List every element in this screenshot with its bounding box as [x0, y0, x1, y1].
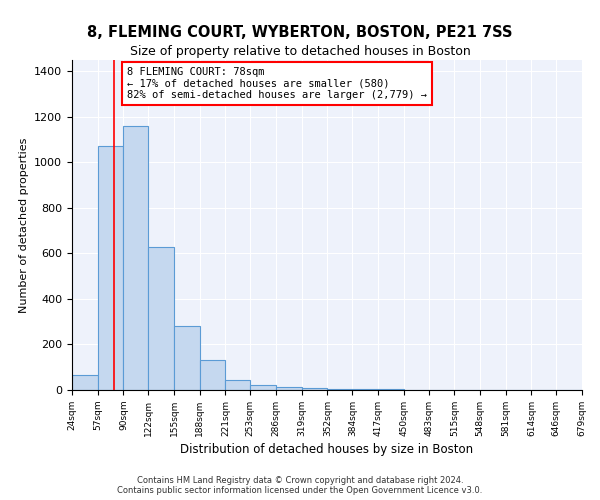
Bar: [72, 375, 98, 390]
Text: 8, FLEMING COURT, WYBERTON, BOSTON, PE21 7SS: 8, FLEMING COURT, WYBERTON, BOSTON, PE21…: [87, 25, 513, 40]
Bar: [302, 388, 328, 390]
Bar: [124, 126, 148, 390]
Bar: [98, 146, 124, 390]
Bar: [200, 360, 226, 390]
Text: Size of property relative to detached houses in Boston: Size of property relative to detached ho…: [130, 45, 470, 58]
X-axis label: Distribution of detached houses by size in Boston: Distribution of detached houses by size …: [181, 443, 473, 456]
Bar: [250, 386, 276, 390]
Y-axis label: Number of detached properties: Number of detached properties: [19, 138, 29, 312]
Bar: [174, 326, 200, 390]
Text: Contains HM Land Registry data © Crown copyright and database right 2024.
Contai: Contains HM Land Registry data © Crown c…: [118, 476, 482, 495]
Bar: [226, 380, 250, 390]
Bar: [328, 389, 352, 390]
Bar: [276, 386, 302, 390]
Bar: [148, 246, 174, 390]
Text: 8 FLEMING COURT: 78sqm
← 17% of detached houses are smaller (580)
82% of semi-de: 8 FLEMING COURT: 78sqm ← 17% of detached…: [127, 67, 427, 100]
